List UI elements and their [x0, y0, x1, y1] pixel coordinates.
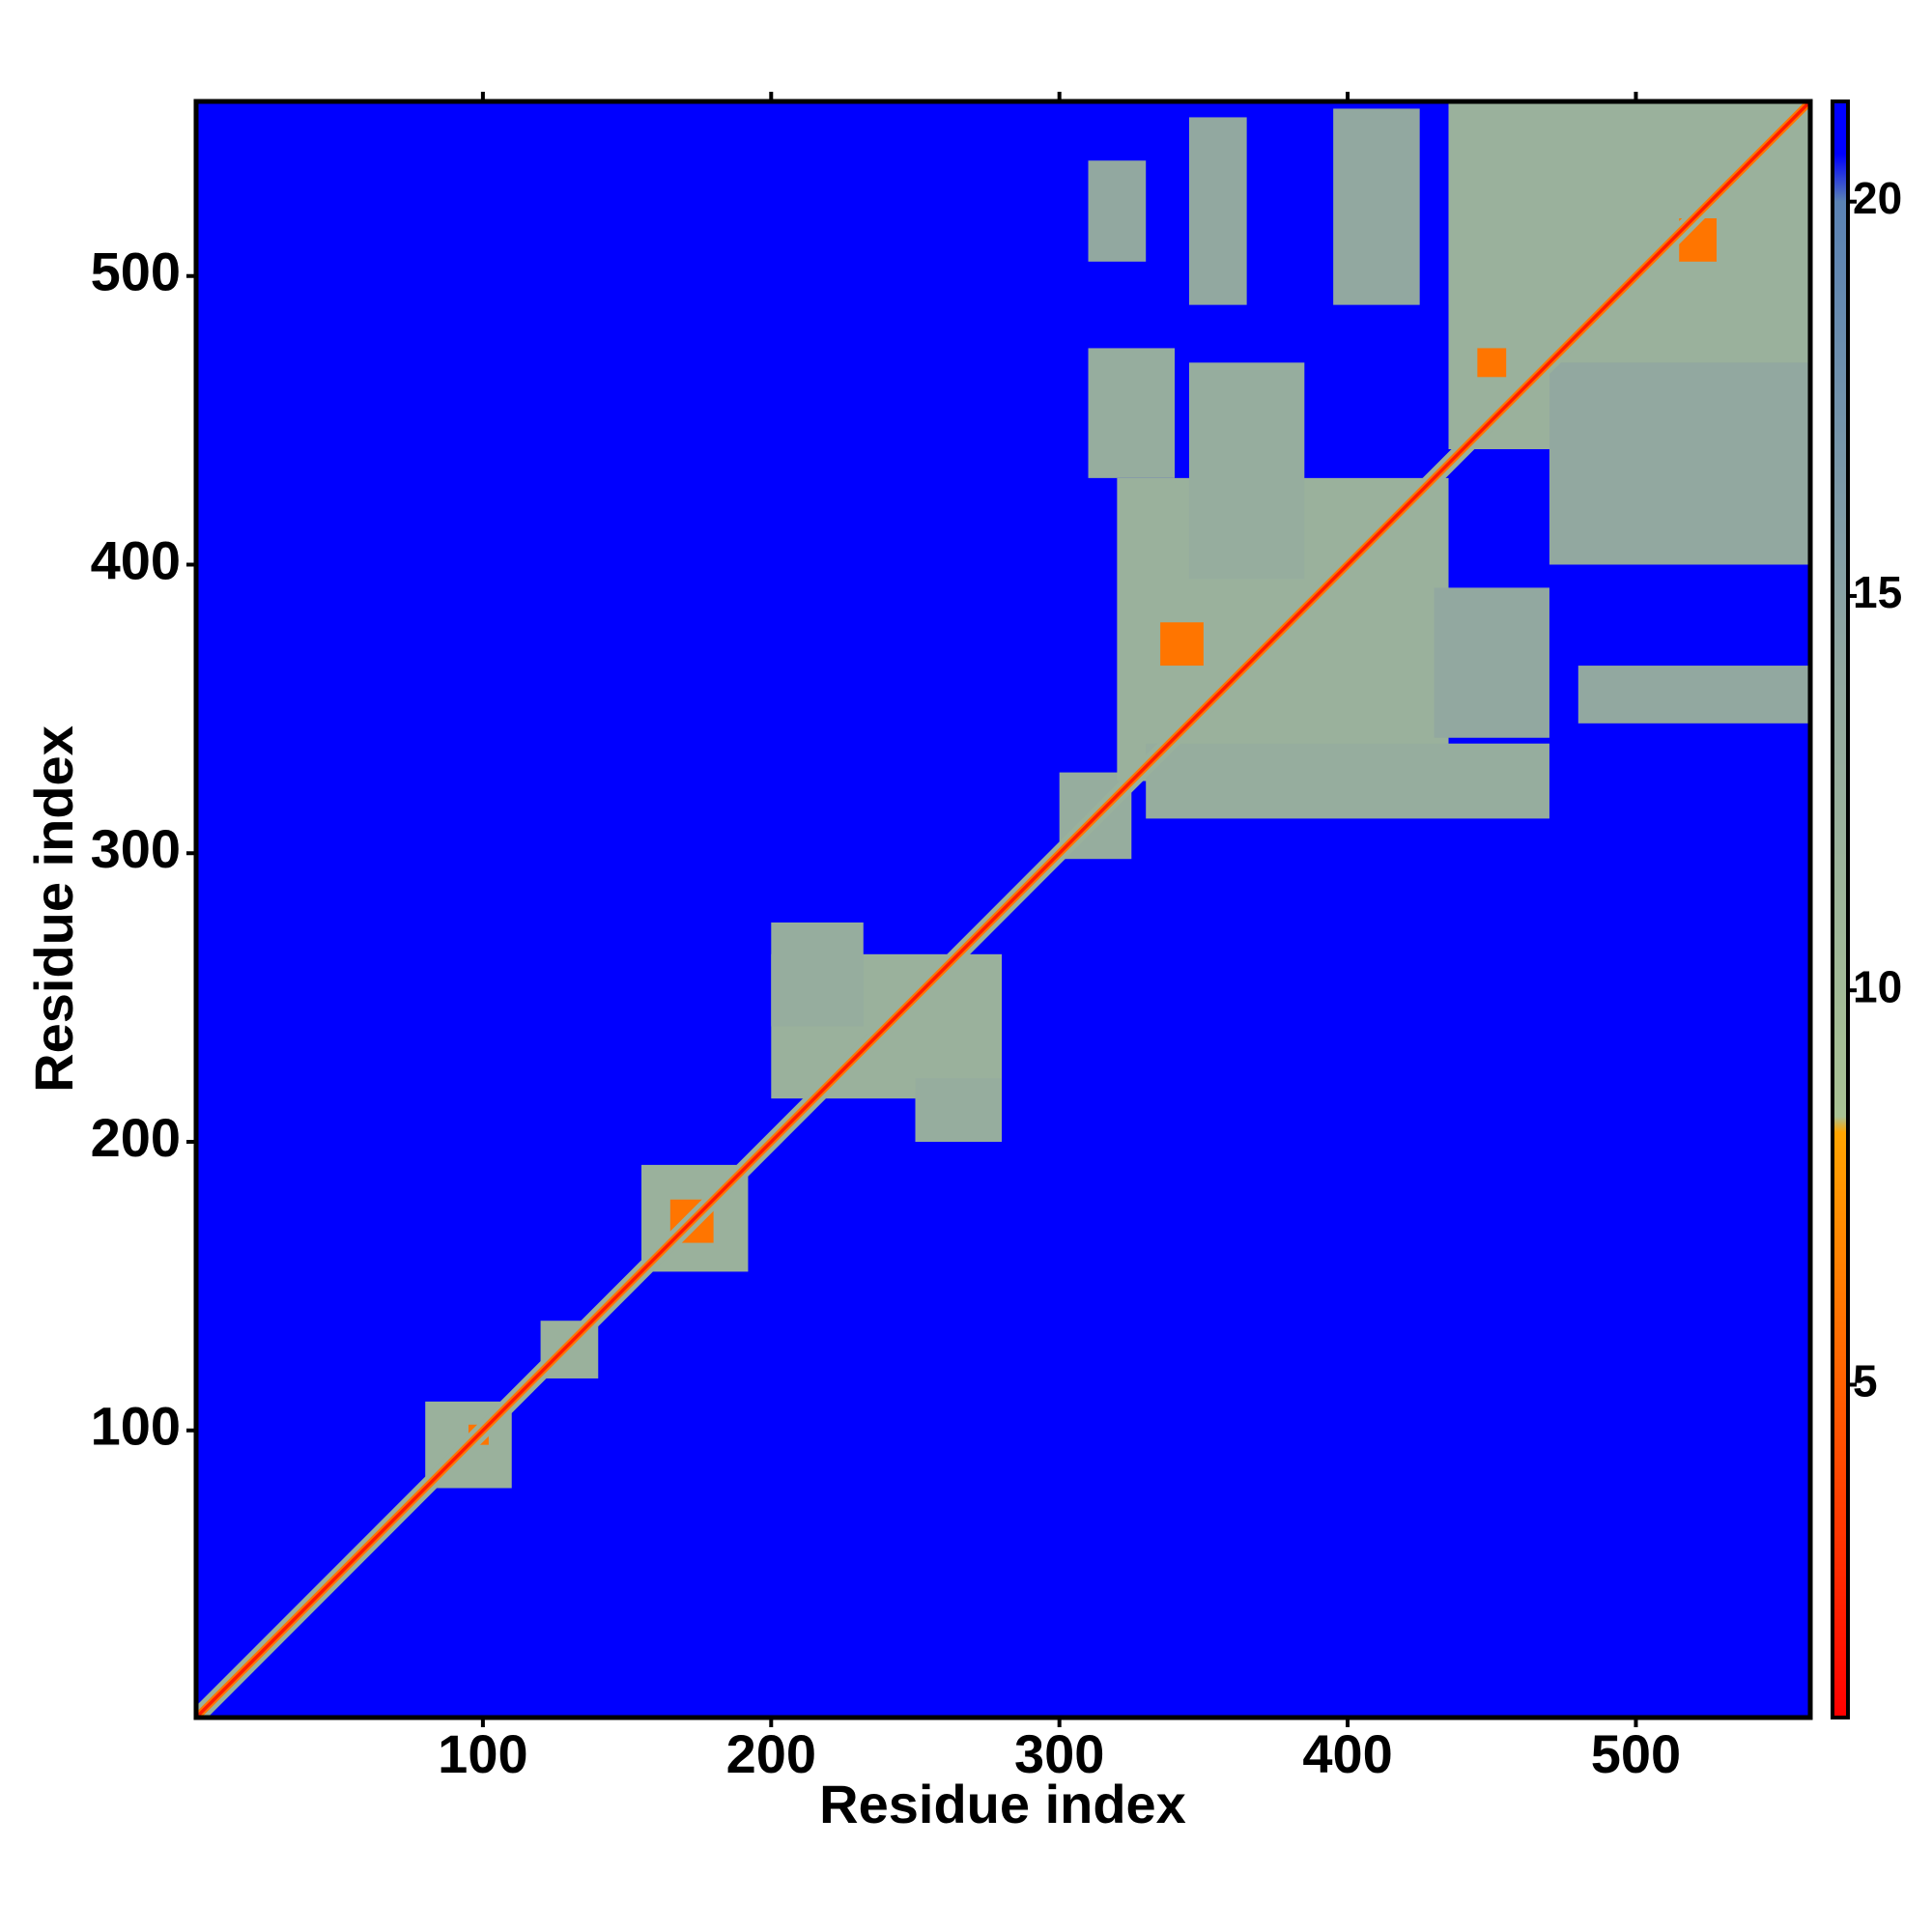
colorbar-tick-label: 5 — [1853, 1356, 1878, 1406]
contact-region — [1088, 160, 1147, 262]
contact-region — [915, 1078, 1003, 1142]
colorbar-tick-label: 15 — [1853, 567, 1902, 617]
contact-region — [1577, 666, 1809, 724]
x-axis-label: Residue index — [819, 1774, 1186, 1834]
y-tick-label: 500 — [91, 242, 181, 302]
colorbar-tick-label: 20 — [1853, 173, 1902, 223]
colorbar — [1831, 99, 1850, 1719]
x-tick-label: 500 — [1591, 1723, 1681, 1784]
contact-region — [1477, 348, 1507, 378]
x-tick-label: 200 — [726, 1723, 816, 1784]
contact-region — [1188, 117, 1247, 305]
x-tick-label: 100 — [438, 1723, 527, 1784]
contact-region — [1146, 743, 1549, 819]
y-tick-label: 200 — [91, 1107, 181, 1168]
contact-region — [1088, 348, 1176, 478]
plot-frame — [193, 99, 1813, 1720]
diagonal-band — [196, 101, 1810, 1718]
colorbar-tick-label: 10 — [1853, 961, 1902, 1011]
contact-region — [771, 922, 864, 1027]
contact-region — [1188, 362, 1305, 580]
contact-region — [1434, 587, 1549, 738]
y-axis-label: Residue index — [23, 725, 84, 1093]
contact-region — [1548, 362, 1809, 565]
x-tick-label: 400 — [1302, 1723, 1392, 1784]
x-tick-label: 300 — [1014, 1723, 1104, 1784]
y-tick-label: 400 — [91, 529, 181, 590]
y-tick-label: 300 — [91, 818, 181, 879]
contact-region — [1333, 108, 1420, 305]
y-tick-label: 100 — [91, 1396, 181, 1457]
heatmap-area — [196, 101, 1810, 1718]
contact-region — [1160, 622, 1204, 667]
